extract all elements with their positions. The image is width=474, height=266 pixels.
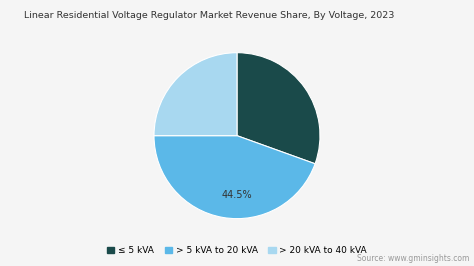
Wedge shape	[154, 53, 237, 136]
Legend: ≤ 5 kVA, > 5 kVA to 20 kVA, > 20 kVA to 40 kVA: ≤ 5 kVA, > 5 kVA to 20 kVA, > 20 kVA to …	[103, 243, 371, 259]
Wedge shape	[154, 136, 315, 219]
Text: Linear Residential Voltage Regulator Market Revenue Share, By Voltage, 2023: Linear Residential Voltage Regulator Mar…	[24, 11, 394, 20]
Text: Source: www.gminsights.com: Source: www.gminsights.com	[357, 254, 469, 263]
Text: 44.5%: 44.5%	[222, 190, 252, 200]
Wedge shape	[237, 53, 320, 164]
